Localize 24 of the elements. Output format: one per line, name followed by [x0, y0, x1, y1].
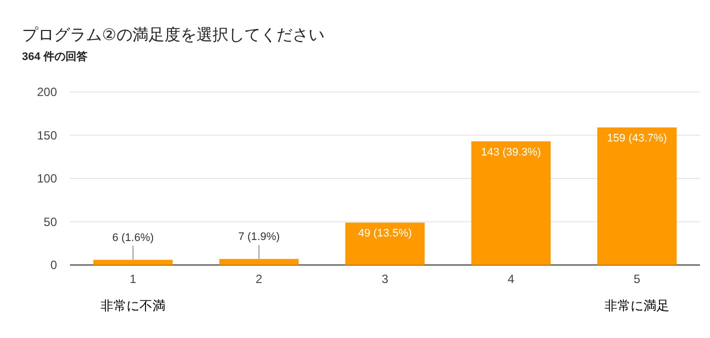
data-label: 6 (1.6%)	[112, 232, 154, 244]
bar	[597, 127, 677, 265]
data-label: 7 (1.9%)	[238, 230, 280, 243]
data-label: 143 (39.3%)	[481, 146, 541, 158]
data-label: 49 (13.5%)	[358, 228, 412, 240]
bar	[471, 141, 551, 265]
bar	[93, 260, 173, 265]
text: 非常に不満	[100, 298, 166, 313]
text: 非常に満足	[604, 298, 670, 313]
data-label: 159 (43.7%)	[607, 132, 667, 144]
x-tick-label: 3	[382, 272, 389, 286]
x-tick-label: 4	[508, 272, 515, 286]
bar	[345, 222, 425, 265]
y-tick-label: 0	[50, 258, 58, 272]
y-tick-label: 100	[36, 172, 58, 186]
y-tick-label: 150	[36, 128, 58, 142]
x-tick-label: 2	[256, 272, 263, 286]
chart-title: プログラム②の満足度を選択してください	[22, 26, 324, 44]
chart-subtitle: 364 件の回答	[22, 50, 88, 63]
x-tick-label: 1	[130, 272, 137, 286]
x-tick-label: 5	[634, 272, 641, 286]
bar	[219, 258, 299, 265]
y-tick-label: 200	[36, 85, 58, 99]
y-tick-label: 50	[44, 214, 58, 229]
